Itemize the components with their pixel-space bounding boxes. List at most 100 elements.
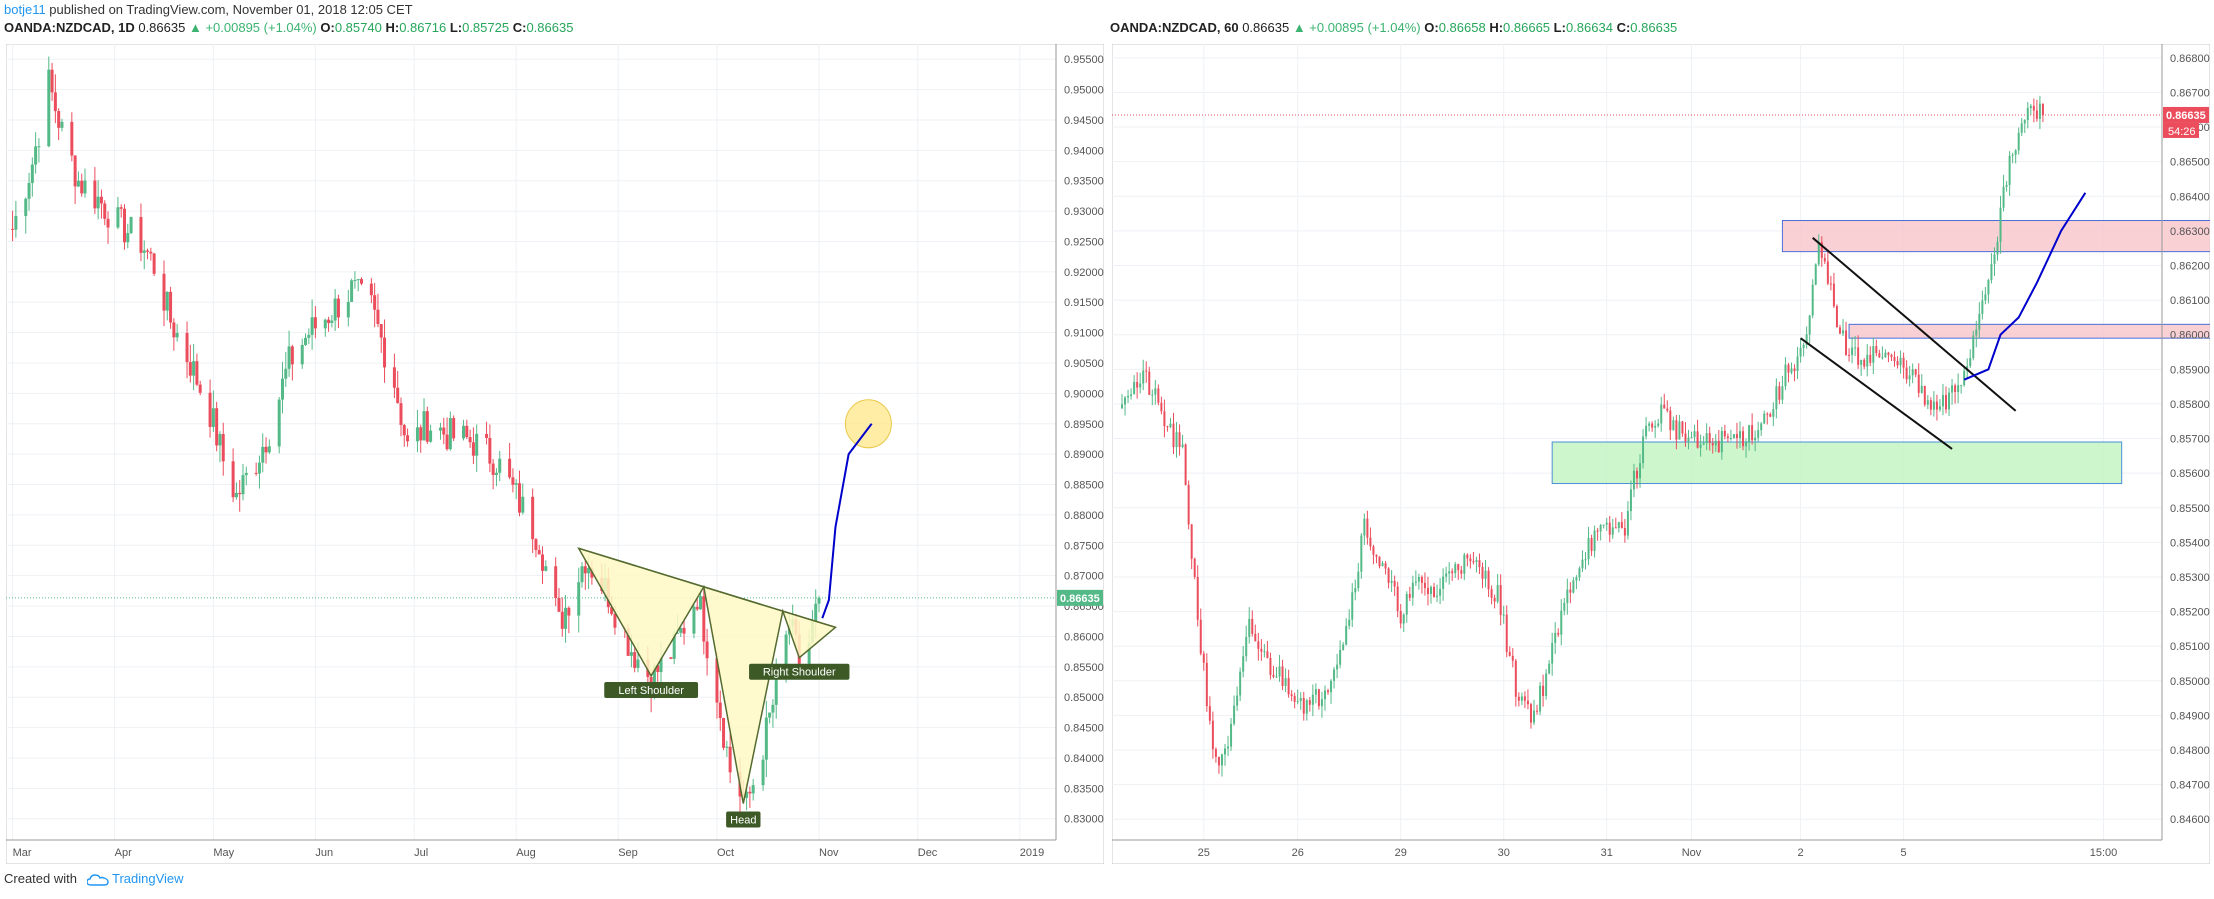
left-candle bbox=[103, 203, 107, 219]
left-candle bbox=[99, 196, 103, 204]
right-candle bbox=[1857, 347, 1860, 365]
right-candle bbox=[1917, 374, 1920, 393]
right-hourly-chart[interactable]: 0.868000.867000.866000.865000.864000.863… bbox=[1112, 44, 2210, 864]
left-candle bbox=[336, 298, 340, 318]
right-candle bbox=[1911, 369, 1914, 376]
right-candle bbox=[1454, 564, 1457, 574]
right-candle bbox=[1596, 530, 1599, 532]
right-candle bbox=[1563, 602, 1566, 611]
right-candle bbox=[1926, 400, 1929, 405]
right-candle bbox=[1181, 444, 1184, 448]
right-shoulder-label-bg bbox=[749, 663, 850, 680]
left-candle bbox=[24, 198, 28, 216]
right-candle bbox=[1787, 364, 1790, 373]
left-candle bbox=[521, 496, 525, 513]
author-link[interactable]: botje11 bbox=[4, 2, 46, 17]
right-candle bbox=[2032, 105, 2035, 111]
left-candle bbox=[537, 550, 541, 555]
left-y-tick: 0.85000 bbox=[1064, 692, 1104, 704]
right-candle bbox=[1720, 430, 1723, 453]
right-candle bbox=[1517, 696, 1520, 701]
right-candle bbox=[1660, 404, 1663, 424]
right-candle bbox=[1369, 537, 1372, 547]
right-candle bbox=[1148, 371, 1151, 395]
right-y-tick: 0.86800 bbox=[2170, 53, 2210, 65]
left-candle bbox=[396, 387, 400, 404]
right-candle bbox=[1757, 430, 1760, 438]
left-candle bbox=[284, 368, 288, 379]
right-candle bbox=[1608, 522, 1611, 535]
right-candle bbox=[1348, 619, 1351, 626]
right-candle bbox=[2011, 154, 2014, 156]
left-candle bbox=[241, 475, 245, 495]
left-candle bbox=[313, 317, 317, 329]
left-y-tick: 0.93000 bbox=[1064, 206, 1104, 218]
left-candle bbox=[465, 425, 469, 438]
right-candle bbox=[1478, 560, 1481, 568]
left-symbol-info: OANDA:NZDCAD, 1D 0.86635 ▲ +0.00895 (+1.… bbox=[4, 20, 574, 35]
right-candle bbox=[1666, 408, 1669, 411]
left-candle bbox=[438, 427, 442, 431]
left-candle bbox=[350, 280, 354, 302]
right-candle bbox=[1263, 651, 1266, 653]
left-candle bbox=[652, 665, 656, 697]
right-candle bbox=[1851, 347, 1854, 356]
right-candle bbox=[1975, 329, 1978, 336]
right-candle bbox=[1190, 524, 1193, 559]
tradingview-logo[interactable]: TradingView bbox=[85, 871, 184, 886]
demand-zone bbox=[1551, 441, 2123, 485]
left-y-tick: 0.87000 bbox=[1064, 571, 1104, 583]
right-candle bbox=[1230, 723, 1233, 747]
right-candle bbox=[1284, 678, 1287, 686]
right-candle bbox=[1145, 370, 1148, 372]
right-candle bbox=[1345, 625, 1348, 645]
right-candle bbox=[1499, 585, 1502, 615]
left-candle bbox=[669, 657, 673, 659]
right-candle bbox=[1814, 264, 1817, 285]
head-label: Head bbox=[730, 815, 756, 827]
right-candle bbox=[1790, 368, 1793, 373]
supply-zone-upper bbox=[1781, 220, 2210, 253]
right-candle bbox=[1396, 586, 1399, 611]
right-candle bbox=[1781, 386, 1784, 400]
right-candle bbox=[1587, 537, 1590, 560]
right-candle bbox=[1154, 388, 1157, 395]
left-x-tick: Nov bbox=[819, 847, 839, 859]
right-candle bbox=[1493, 597, 1496, 602]
right-candle bbox=[1663, 404, 1666, 409]
right-close: 0.86635 bbox=[1630, 20, 1678, 35]
right-candle bbox=[1448, 571, 1451, 574]
right-candle bbox=[1175, 432, 1178, 448]
right-candle bbox=[1172, 423, 1175, 448]
right-y-tick: 0.86300 bbox=[2170, 226, 2210, 238]
right-candle bbox=[1239, 671, 1242, 696]
right-candle bbox=[1617, 522, 1620, 529]
right-countdown: 54:26 bbox=[2168, 126, 2196, 138]
right-candle bbox=[1696, 431, 1699, 448]
right-candle bbox=[1475, 560, 1478, 562]
right-candle bbox=[2002, 186, 2005, 208]
right-candle bbox=[1402, 614, 1405, 624]
left-candle bbox=[725, 746, 729, 748]
right-candle bbox=[1414, 581, 1417, 583]
right-candle bbox=[2005, 184, 2008, 187]
right-candle bbox=[1938, 406, 1941, 410]
right-candle bbox=[1290, 694, 1293, 697]
right-candle bbox=[1854, 347, 1857, 349]
right-candle bbox=[1408, 593, 1411, 598]
right-candle bbox=[1945, 395, 1947, 410]
left-x-tick: Aug bbox=[516, 847, 536, 859]
right-candle bbox=[1978, 313, 1981, 330]
right-candle bbox=[1826, 261, 1829, 284]
right-symbol-name[interactable]: OANDA:NZDCAD, 60 bbox=[1110, 20, 1239, 35]
left-candle bbox=[300, 345, 304, 365]
left-symbol-name[interactable]: OANDA:NZDCAD, 1D bbox=[4, 20, 135, 35]
right-y-tick: 0.84800 bbox=[2170, 745, 2210, 757]
right-candle bbox=[1620, 522, 1623, 529]
right-candle bbox=[1520, 696, 1523, 701]
right-candle bbox=[1423, 582, 1426, 589]
right-candle bbox=[1693, 431, 1696, 438]
left-candle bbox=[514, 483, 518, 485]
right-open: 0.86658 bbox=[1438, 20, 1486, 35]
